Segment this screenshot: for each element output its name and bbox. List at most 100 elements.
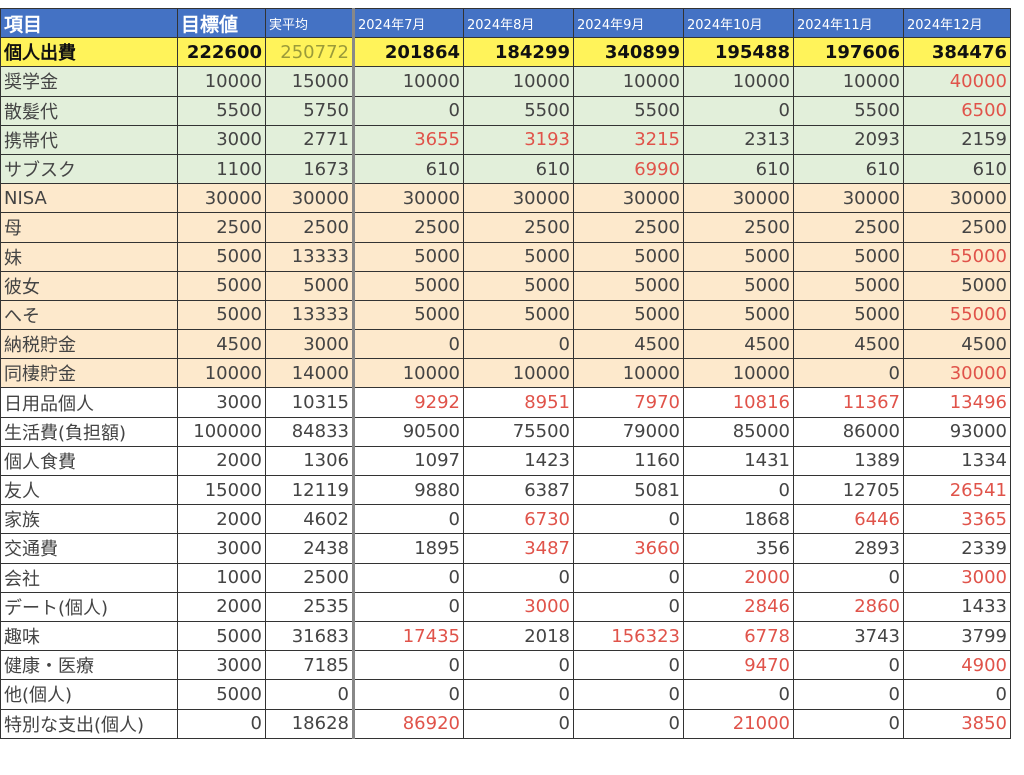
header-cell: 実平均: [265, 7, 354, 39]
total-cell: 384476: [903, 37, 1011, 68]
value-cell: 1334: [903, 445, 1011, 477]
value-cell: 4900: [903, 650, 1011, 681]
value-cell: 55000: [903, 299, 1011, 331]
value-cell: 1000: [177, 562, 266, 593]
value-cell: 6446: [793, 504, 904, 535]
budget-table: 項目 目標値 実平均 2024年7月 2024年8月 2024年9月 2024年10月 202…: [0, 7, 1011, 739]
data-row: 日用品個人 3000 10315 9292 8951 7970 10816 11367 1349…: [0, 387, 1011, 418]
value-cell: 356: [683, 533, 794, 564]
value-cell: 1100: [177, 153, 266, 185]
value-cell: 0: [793, 358, 904, 389]
row-label: 趣味: [0, 620, 178, 652]
value-cell: 0: [793, 708, 904, 739]
value-cell: 5000: [683, 241, 794, 272]
value-cell: 10000: [573, 66, 684, 97]
value-cell: 156323: [573, 620, 684, 652]
value-cell: 9470: [683, 650, 794, 681]
value-cell: 5000: [903, 270, 1011, 301]
row-label: 特別な支出(個人): [0, 708, 178, 739]
value-cell: 3799: [903, 620, 1011, 652]
value-cell: 0: [463, 650, 574, 681]
value-cell: 5000: [793, 299, 904, 331]
value-cell: 30000: [265, 183, 354, 214]
value-cell: 1097: [352, 445, 464, 477]
value-cell: 5000: [573, 270, 684, 301]
value-cell: 12705: [793, 474, 904, 506]
value-cell: 40000: [903, 66, 1011, 97]
value-cell: 610: [683, 153, 794, 185]
value-cell: 2000: [177, 591, 266, 622]
value-cell: 6990: [573, 153, 684, 185]
total-cell: 340899: [573, 37, 684, 68]
value-cell: 5750: [265, 95, 354, 126]
total-cell: 250772: [265, 37, 354, 68]
row-label: 彼女: [0, 270, 178, 301]
value-cell: 10000: [177, 358, 266, 389]
value-cell: 0: [463, 679, 574, 710]
value-cell: 2159: [903, 124, 1011, 155]
value-cell: 3000: [177, 533, 266, 564]
value-cell: 100000: [177, 416, 266, 447]
value-cell: 0: [352, 679, 464, 710]
value-cell: 9292: [352, 387, 464, 418]
value-cell: 0: [177, 708, 266, 739]
value-cell: 1306: [265, 445, 354, 477]
row-label: 携帯代: [0, 124, 178, 155]
value-cell: 0: [352, 504, 464, 535]
value-cell: 10000: [463, 358, 574, 389]
value-cell: 0: [352, 650, 464, 681]
value-cell: 30000: [903, 358, 1011, 389]
value-cell: 4500: [903, 329, 1011, 360]
value-cell: 0: [463, 329, 574, 360]
value-cell: 13496: [903, 387, 1011, 418]
value-cell: 0: [352, 95, 464, 126]
value-cell: 0: [573, 591, 684, 622]
value-cell: 3215: [573, 124, 684, 155]
value-cell: 30000: [177, 183, 266, 214]
value-cell: 5000: [463, 299, 574, 331]
value-cell: 93000: [903, 416, 1011, 447]
value-cell: 2535: [265, 591, 354, 622]
row-label: 納税貯金: [0, 329, 178, 360]
value-cell: 2860: [793, 591, 904, 622]
value-cell: 2500: [265, 212, 354, 243]
total-cell: 201864: [352, 37, 464, 68]
value-cell: 7970: [573, 387, 684, 418]
value-cell: 10000: [793, 66, 904, 97]
data-row: 彼女 5000 5000 5000 5000 5000 5000 5000 5000: [0, 270, 1011, 301]
value-cell: 10000: [683, 66, 794, 97]
total-cell: 184299: [463, 37, 574, 68]
value-cell: 3487: [463, 533, 574, 564]
value-cell: 2500: [265, 562, 354, 593]
row-label: 健康・医療: [0, 650, 178, 681]
value-cell: 85000: [683, 416, 794, 447]
value-cell: 5000: [683, 299, 794, 331]
row-label: 母: [0, 212, 178, 243]
value-cell: 2000: [683, 562, 794, 593]
value-cell: 5500: [463, 95, 574, 126]
value-cell: 5000: [177, 620, 266, 652]
row-label: 会社: [0, 562, 178, 593]
header-cell: 2024年8月: [463, 7, 574, 39]
header-cell: 目標値: [177, 7, 266, 39]
value-cell: 30000: [793, 183, 904, 214]
value-cell: 2500: [573, 212, 684, 243]
value-cell: 5500: [793, 95, 904, 126]
data-row: デート(個人) 2000 2535 0 3000 0 2846 2860 1433: [0, 591, 1011, 622]
value-cell: 2339: [903, 533, 1011, 564]
value-cell: 610: [463, 153, 574, 185]
value-cell: 55000: [903, 241, 1011, 272]
data-row: サブスク 1100 1673 610 610 6990 610 610 610: [0, 153, 1011, 185]
total-row: 個人出費 222600 250772 201864 184299 340899 195488…: [0, 37, 1011, 68]
total-cell: 195488: [683, 37, 794, 68]
value-cell: 86920: [352, 708, 464, 739]
value-cell: 6778: [683, 620, 794, 652]
value-cell: 8951: [463, 387, 574, 418]
data-row: 携帯代 3000 2771 3655 3193 3215 2313 2093 2159: [0, 124, 1011, 155]
value-cell: 0: [683, 474, 794, 506]
row-label: 生活費(負担額): [0, 416, 178, 447]
value-cell: 10000: [573, 358, 684, 389]
value-cell: 30000: [573, 183, 684, 214]
row-label: NISA: [0, 183, 178, 214]
